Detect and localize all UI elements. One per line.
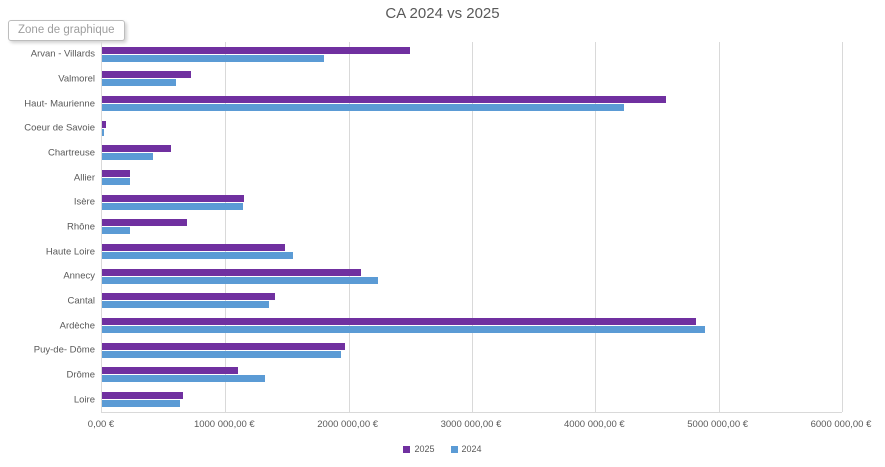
category-label[interactable]: Ardèche	[59, 320, 95, 332]
category-row: Rhône	[67, 215, 842, 240]
legend-swatch	[450, 445, 458, 453]
bar-2025[interactable]	[102, 46, 411, 54]
bar-2024[interactable]	[102, 54, 324, 62]
category-row: Loire	[74, 387, 842, 412]
bar-2025[interactable]	[102, 244, 285, 252]
category-row: Puy-de- Dôme	[34, 338, 842, 363]
category-label[interactable]: Annecy	[63, 270, 95, 282]
category-label[interactable]: Valmorel	[58, 73, 95, 85]
category-row: Haute Loire	[46, 239, 842, 264]
category-label[interactable]: Coeur de Savoie	[24, 122, 95, 134]
bar-2024[interactable]	[102, 350, 342, 358]
chart-area-tooltip: Zone de graphique	[8, 20, 125, 41]
bar-2025[interactable]	[102, 293, 275, 301]
category-label[interactable]: Rhône	[67, 221, 95, 233]
bar-2025[interactable]	[102, 219, 188, 227]
bar-2025[interactable]	[102, 96, 666, 104]
bar-2025[interactable]	[102, 71, 191, 79]
x-tick-label: 2000 000,00 €	[317, 419, 379, 430]
category-row: Annecy	[63, 264, 842, 289]
category-row: Arvan - Villards	[31, 42, 842, 67]
gridline	[472, 42, 473, 412]
bar-2025[interactable]	[102, 145, 172, 153]
category-row: Drôme	[66, 363, 842, 388]
gridline	[718, 42, 720, 412]
bar-2025[interactable]	[102, 268, 361, 276]
bar-2024[interactable]	[102, 153, 154, 161]
bar-2024[interactable]	[102, 252, 294, 260]
bar-2025[interactable]	[102, 392, 184, 400]
x-tick-label: 0,00 €	[87, 419, 115, 430]
bar-2024[interactable]	[102, 104, 624, 112]
category-label[interactable]: Haute Loire	[45, 246, 95, 258]
category-label[interactable]: Puy-de- Dôme	[33, 344, 95, 356]
bar-2025[interactable]	[102, 194, 244, 202]
x-axis[interactable]: 0,00 € 1000 000,00 € 2000 000,00 € 3000 000…	[88, 419, 872, 433]
bar-2025[interactable]	[102, 367, 238, 375]
category-label[interactable]: Cantal	[67, 295, 95, 307]
bar-2025[interactable]	[102, 342, 345, 350]
category-row: Ardèche	[60, 313, 842, 338]
bar-2024[interactable]	[102, 400, 180, 408]
category-label[interactable]: Arvan - Villards	[30, 48, 95, 60]
category-row: Allier	[74, 165, 842, 190]
bar-2024[interactable]	[102, 301, 269, 309]
category-label[interactable]: Haut- Maurienne	[24, 98, 95, 110]
bar-2025[interactable]	[102, 170, 131, 178]
legend-item-2024[interactable]: 2024	[450, 444, 482, 454]
bar-2024[interactable]	[102, 375, 266, 383]
gridline	[842, 42, 843, 412]
x-tick-label: 4000 000,00 €	[563, 419, 625, 430]
x-tick-label: 3000 000,00 €	[440, 419, 502, 430]
chart-title[interactable]: CA 2024 vs 2025	[385, 5, 500, 22]
legend-swatch	[403, 445, 411, 453]
bar-2024[interactable]	[102, 79, 176, 87]
plot-area[interactable]: Arvan - Villards Valmorel Haut- Maurienne C…	[24, 42, 843, 413]
bar-2025[interactable]	[102, 318, 697, 326]
category-row: Coeur de Savoie	[24, 116, 842, 141]
category-row: Chartreuse	[48, 141, 842, 166]
category-label[interactable]: Chartreuse	[48, 147, 95, 159]
category-row: Haut- Maurienne	[24, 91, 842, 116]
bar-2024[interactable]	[102, 227, 131, 235]
category-row: Isère	[74, 190, 842, 215]
bar-2024[interactable]	[102, 128, 105, 136]
category-label[interactable]: Drôme	[66, 369, 95, 381]
bar-2025[interactable]	[102, 120, 106, 128]
x-tick-label: 6000 000,00 €	[810, 419, 872, 430]
bar-2024[interactable]	[102, 276, 379, 284]
x-tick-label: 5000 000,00 €	[687, 419, 749, 430]
bar-2024[interactable]	[102, 202, 243, 210]
category-label[interactable]: Isère	[73, 196, 95, 208]
category-label[interactable]: Allier	[73, 172, 95, 184]
legend[interactable]: 2025 2024	[0, 444, 885, 454]
legend-item-2025[interactable]: 2025	[403, 444, 435, 454]
legend-label: 2024	[461, 444, 482, 454]
category-row: Valmorel	[58, 67, 842, 92]
gridline	[595, 42, 597, 412]
category-row: Cantal	[68, 289, 842, 314]
gridline	[348, 42, 350, 412]
gridline	[225, 42, 227, 412]
bar-2024[interactable]	[102, 326, 706, 334]
category-label[interactable]: Loire	[73, 394, 95, 406]
legend-label: 2025	[414, 444, 435, 454]
bar-2024[interactable]	[102, 178, 130, 186]
x-tick-label: 1000 000,00 €	[193, 419, 255, 430]
